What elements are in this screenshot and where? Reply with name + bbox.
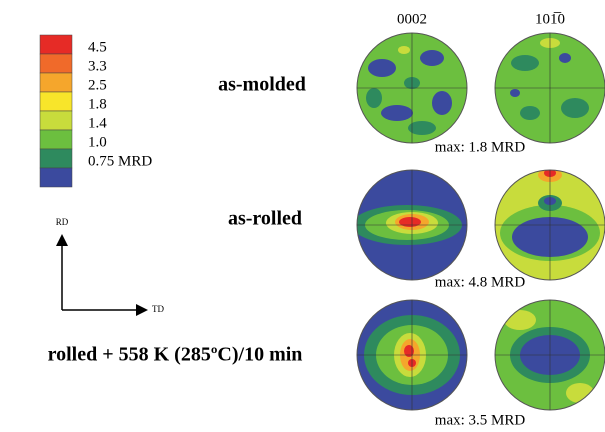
legend-label: 3.3 xyxy=(88,58,107,74)
pole-figure xyxy=(357,33,467,143)
column-header: 101̅0 xyxy=(535,11,565,27)
legend-swatch xyxy=(40,35,72,54)
pole-figure xyxy=(495,300,605,410)
pole-figure xyxy=(352,170,467,280)
row-label: as-molded xyxy=(218,74,306,96)
pole-figure xyxy=(495,33,605,143)
legend-swatch xyxy=(40,168,72,187)
legend-swatch xyxy=(40,73,72,92)
max-label: max: 3.5 MRD xyxy=(435,412,526,428)
pole-figure xyxy=(357,300,467,410)
pole-figure xyxy=(495,168,605,280)
column-header: 0002 xyxy=(397,11,427,27)
row-label: as-rolled xyxy=(228,208,302,230)
legend: 4.5 3.3 2.5 1.8 1.4 1.0 0.75 MRD xyxy=(40,35,152,187)
legend-swatch xyxy=(40,130,72,149)
legend-label: 1.4 xyxy=(88,115,107,131)
legend-label: 2.5 xyxy=(88,77,107,93)
legend-swatch xyxy=(40,149,72,168)
legend-swatch xyxy=(40,92,72,111)
max-label: max: 4.8 MRD xyxy=(435,274,526,290)
legend-label: 4.5 xyxy=(88,39,107,55)
figure: 4.5 3.3 2.5 1.8 1.4 1.0 0.75 MRD RD TD 0002 10… xyxy=(0,0,605,432)
legend-swatch xyxy=(40,54,72,73)
max-label: max: 1.8 MRD xyxy=(435,139,526,155)
legend-label: 1.8 xyxy=(88,96,107,112)
row-label: rolled + 558 K (285ºC)/10 min xyxy=(48,344,303,366)
td-label: TD xyxy=(152,304,164,314)
rd-label: RD xyxy=(56,217,69,227)
legend-label: 1.0 xyxy=(88,134,107,150)
legend-swatch xyxy=(40,111,72,130)
legend-label: 0.75 MRD xyxy=(88,153,152,169)
